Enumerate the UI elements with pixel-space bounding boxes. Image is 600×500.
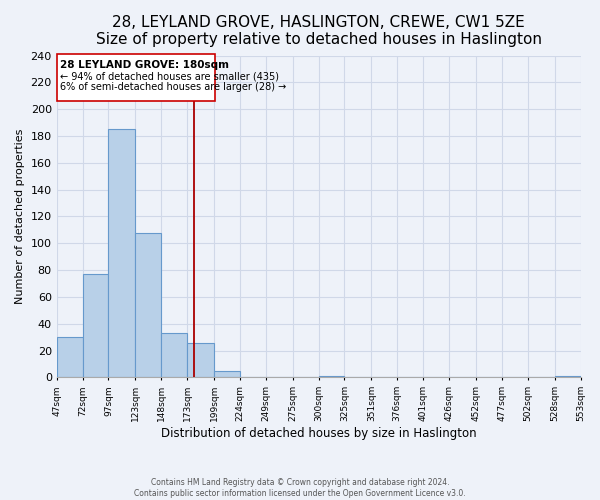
Text: 28 LEYLAND GROVE: 180sqm: 28 LEYLAND GROVE: 180sqm (60, 60, 229, 70)
FancyBboxPatch shape (56, 54, 215, 101)
Bar (319, 376, 344, 378)
Text: 6% of semi-detached houses are larger (28) →: 6% of semi-detached houses are larger (2… (60, 82, 286, 92)
Bar (161, 333, 187, 378)
Text: ← 94% of detached houses are smaller (435): ← 94% of detached houses are smaller (43… (60, 72, 279, 82)
Bar (136, 232, 161, 378)
Bar (56, 337, 83, 378)
Text: Contains HM Land Registry data © Crown copyright and database right 2024.
Contai: Contains HM Land Registry data © Crown c… (134, 478, 466, 498)
Title: 28, LEYLAND GROVE, HASLINGTON, CREWE, CW1 5ZE
Size of property relative to detac: 28, LEYLAND GROVE, HASLINGTON, CREWE, CW… (95, 15, 542, 48)
Y-axis label: Number of detached properties: Number of detached properties (15, 129, 25, 304)
Bar (83, 274, 109, 378)
X-axis label: Distribution of detached houses by size in Haslington: Distribution of detached houses by size … (161, 427, 476, 440)
Bar (187, 342, 214, 378)
Bar (109, 130, 136, 378)
Bar (554, 376, 581, 378)
Bar (214, 370, 240, 378)
